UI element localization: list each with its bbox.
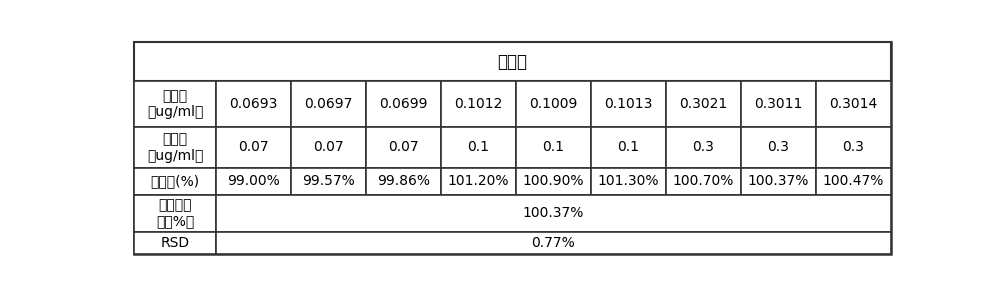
Text: 100.47%: 100.47% bbox=[823, 174, 884, 188]
Bar bbox=[591, 127, 666, 168]
Bar bbox=[216, 127, 291, 168]
Bar bbox=[666, 127, 741, 168]
Bar bbox=[216, 81, 291, 127]
Bar bbox=[741, 81, 816, 127]
Text: RSD: RSD bbox=[161, 236, 190, 250]
Bar bbox=[441, 127, 516, 168]
Bar bbox=[441, 168, 516, 195]
Bar bbox=[666, 81, 741, 127]
Text: 100.37%: 100.37% bbox=[523, 206, 584, 220]
Bar bbox=[741, 127, 816, 168]
Bar bbox=[134, 127, 216, 168]
Text: 0.07: 0.07 bbox=[388, 140, 419, 154]
Text: 99.57%: 99.57% bbox=[302, 174, 355, 188]
Text: 0.3011: 0.3011 bbox=[754, 97, 802, 111]
Text: 101.20%: 101.20% bbox=[448, 174, 509, 188]
Bar bbox=[516, 81, 591, 127]
Text: 100.90%: 100.90% bbox=[523, 174, 584, 188]
Text: 投入量
（ug/ml）: 投入量 （ug/ml） bbox=[147, 132, 203, 163]
Bar bbox=[134, 195, 216, 232]
Bar bbox=[816, 81, 891, 127]
Text: 0.1: 0.1 bbox=[617, 140, 639, 154]
Text: 0.1: 0.1 bbox=[542, 140, 564, 154]
Text: 0.3: 0.3 bbox=[842, 140, 864, 154]
Bar bbox=[591, 168, 666, 195]
Bar bbox=[216, 232, 891, 254]
Bar bbox=[134, 42, 891, 81]
Text: 0.1009: 0.1009 bbox=[529, 97, 578, 111]
Text: 0.1013: 0.1013 bbox=[604, 97, 653, 111]
Text: 100.70%: 100.70% bbox=[673, 174, 734, 188]
Bar bbox=[516, 168, 591, 195]
Text: 0.77%: 0.77% bbox=[531, 236, 575, 250]
Bar bbox=[216, 168, 291, 195]
Bar bbox=[741, 168, 816, 195]
Bar bbox=[516, 127, 591, 168]
Bar bbox=[134, 168, 216, 195]
Bar bbox=[366, 127, 441, 168]
Text: 检出量
（ug/ml）: 检出量 （ug/ml） bbox=[147, 89, 203, 119]
Text: 平均回收
率（%）: 平均回收 率（%） bbox=[156, 198, 194, 228]
Bar bbox=[591, 81, 666, 127]
Bar bbox=[666, 168, 741, 195]
Text: 0.1012: 0.1012 bbox=[454, 97, 503, 111]
Bar bbox=[366, 81, 441, 127]
Text: 准确度: 准确度 bbox=[498, 52, 528, 71]
Bar bbox=[134, 232, 216, 254]
Text: 0.3: 0.3 bbox=[767, 140, 789, 154]
Bar bbox=[134, 81, 216, 127]
Bar bbox=[291, 168, 366, 195]
Text: 100.37%: 100.37% bbox=[748, 174, 809, 188]
Text: 0.07: 0.07 bbox=[313, 140, 344, 154]
Bar bbox=[216, 195, 891, 232]
Bar bbox=[291, 127, 366, 168]
Text: 0.0693: 0.0693 bbox=[229, 97, 278, 111]
Text: 0.3: 0.3 bbox=[692, 140, 714, 154]
Text: 99.86%: 99.86% bbox=[377, 174, 430, 188]
Text: 0.1: 0.1 bbox=[467, 140, 489, 154]
Text: 0.07: 0.07 bbox=[238, 140, 269, 154]
Bar bbox=[816, 127, 891, 168]
Text: 0.3014: 0.3014 bbox=[829, 97, 877, 111]
Bar bbox=[366, 168, 441, 195]
Bar bbox=[441, 81, 516, 127]
Text: 回收率(%): 回收率(%) bbox=[151, 174, 200, 188]
Text: 0.3021: 0.3021 bbox=[679, 97, 727, 111]
Text: 0.0697: 0.0697 bbox=[304, 97, 353, 111]
Bar bbox=[291, 81, 366, 127]
Text: 99.00%: 99.00% bbox=[227, 174, 280, 188]
Text: 101.30%: 101.30% bbox=[598, 174, 659, 188]
Text: 0.0699: 0.0699 bbox=[379, 97, 428, 111]
Bar bbox=[816, 168, 891, 195]
